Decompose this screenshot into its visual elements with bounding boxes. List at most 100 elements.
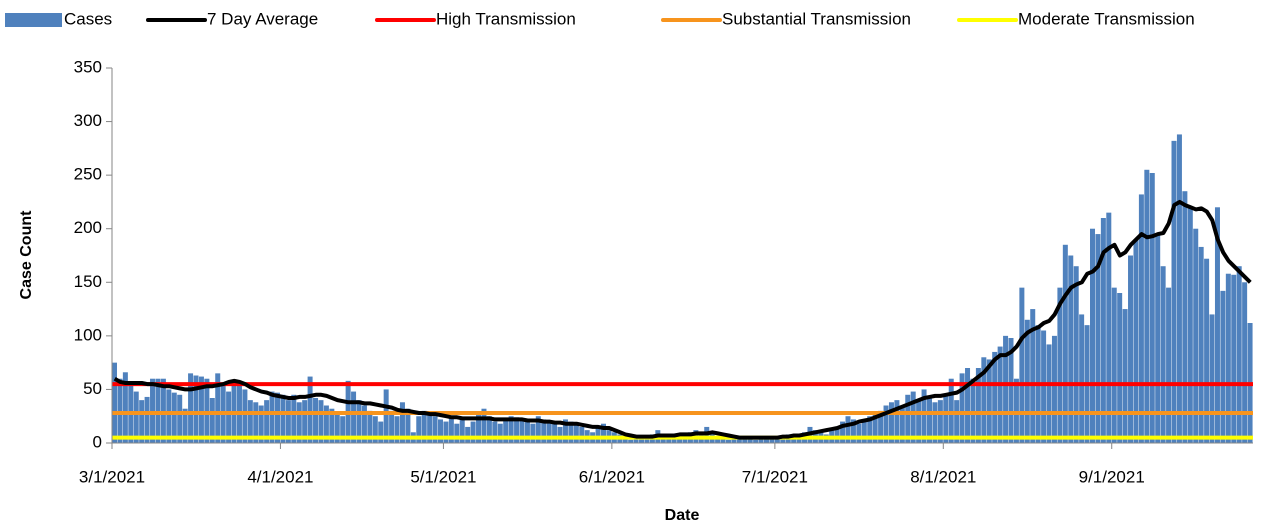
bar [840, 421, 846, 443]
x-tick-label: 3/1/2021 [79, 467, 145, 486]
bar [736, 437, 742, 443]
bar [459, 419, 465, 443]
bar [883, 405, 889, 443]
bar [361, 405, 367, 443]
bar [573, 423, 579, 443]
bar [204, 378, 210, 443]
bar [954, 400, 960, 443]
bar [937, 400, 943, 443]
bar [753, 439, 759, 443]
x-tick-label: 9/1/2021 [1079, 467, 1145, 486]
bar [378, 421, 384, 443]
bar [1138, 194, 1144, 443]
bar [492, 421, 498, 443]
bar [1106, 212, 1112, 443]
bar [764, 436, 769, 443]
bar [155, 378, 161, 443]
bar [421, 410, 427, 443]
bar [296, 402, 302, 443]
bar [486, 416, 492, 443]
bar [965, 368, 971, 443]
bar [671, 436, 677, 443]
bar [340, 416, 346, 443]
bar [639, 438, 645, 443]
bar [601, 423, 606, 443]
bar [633, 437, 639, 443]
bar [1176, 134, 1182, 443]
bar [356, 400, 362, 443]
bar [1214, 207, 1220, 443]
x-tick-label: 7/1/2021 [742, 467, 808, 486]
bar [1182, 191, 1188, 443]
bar [1171, 140, 1177, 443]
bar [112, 362, 117, 443]
bar [508, 416, 514, 443]
bar [323, 405, 329, 443]
bar [850, 419, 856, 443]
bar [546, 421, 552, 443]
bar [285, 400, 291, 443]
bar [1090, 228, 1095, 443]
bar [731, 436, 737, 443]
bar [1057, 287, 1063, 443]
bar [351, 391, 357, 443]
bar [568, 421, 574, 443]
bar [503, 419, 509, 443]
legend-label: Cases [64, 9, 112, 28]
x-tick-label: 4/1/2021 [247, 467, 313, 486]
bar [313, 398, 319, 443]
bar [122, 372, 128, 443]
bar [899, 405, 905, 443]
bar [1079, 314, 1085, 443]
bar [992, 351, 998, 443]
bar [1003, 335, 1009, 443]
bar [644, 436, 650, 443]
bar [780, 437, 786, 443]
bar [454, 423, 460, 443]
bar [1242, 282, 1248, 443]
bar [481, 408, 487, 443]
y-tick-label: 0 [93, 432, 102, 451]
bar [307, 376, 313, 443]
bar [275, 392, 280, 443]
bar [1160, 266, 1166, 443]
bar [514, 417, 520, 443]
y-tick-label: 50 [83, 379, 102, 398]
bar [117, 378, 123, 443]
bar [171, 392, 177, 443]
bar [519, 419, 525, 443]
bar [1095, 234, 1101, 443]
bar [622, 437, 628, 443]
bar [1030, 309, 1036, 443]
bar [1166, 287, 1172, 443]
bar [535, 416, 541, 443]
bar [1155, 234, 1161, 443]
bar [905, 394, 911, 443]
bar [209, 398, 215, 443]
bar [383, 389, 389, 443]
bar [959, 373, 965, 443]
bar [725, 439, 731, 443]
bar [1187, 207, 1193, 443]
bar [318, 400, 324, 443]
bar [193, 375, 199, 443]
bar [1198, 246, 1204, 443]
bar [834, 426, 840, 443]
bar [226, 391, 232, 443]
bar [943, 394, 949, 443]
x-tick-label: 5/1/2021 [410, 467, 476, 486]
bar [329, 408, 335, 443]
line [113, 199, 1252, 440]
bar [1013, 378, 1019, 443]
bar [579, 426, 585, 443]
bar [628, 439, 634, 443]
bar [1122, 309, 1128, 443]
bar [1008, 338, 1014, 443]
bar [465, 426, 471, 443]
bar [139, 400, 145, 443]
bar [302, 400, 308, 443]
bar [1117, 293, 1123, 443]
bar [878, 410, 884, 443]
bar [1019, 287, 1025, 443]
